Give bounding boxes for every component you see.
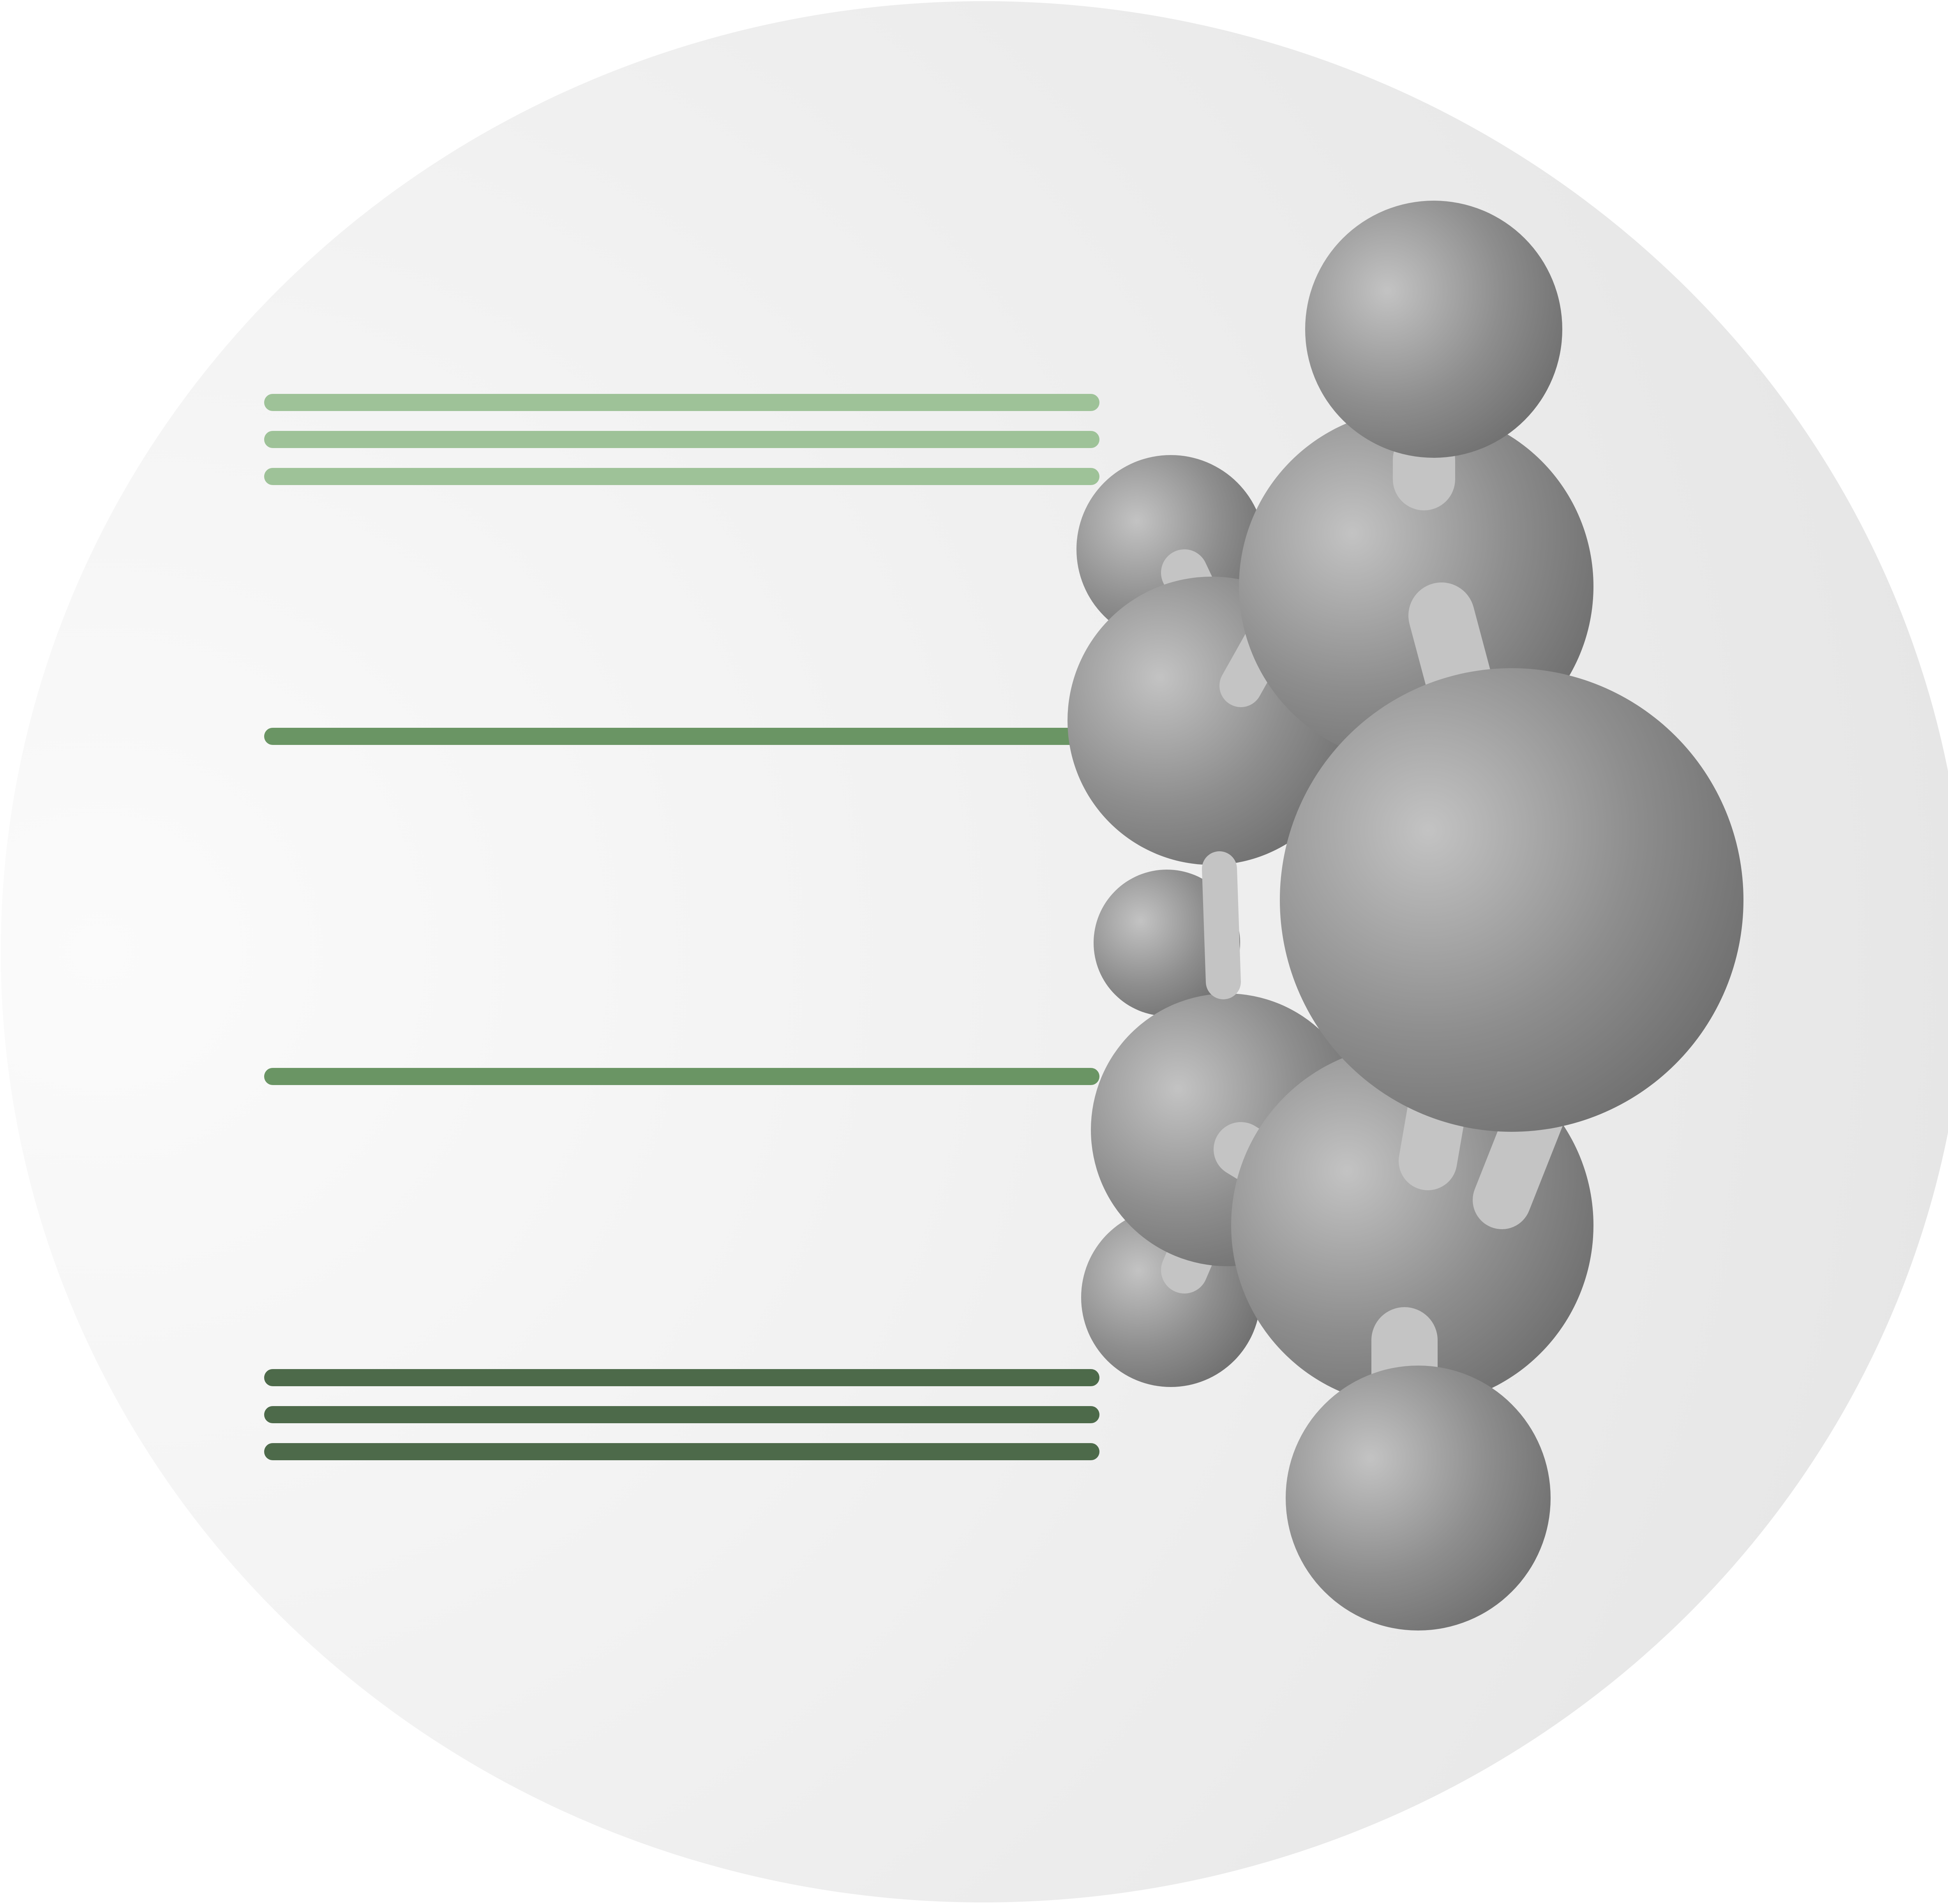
atom-bottom xyxy=(1286,1366,1551,1630)
energy-levels xyxy=(264,394,1099,1460)
bond xyxy=(1202,851,1241,999)
atom-center xyxy=(1280,668,1743,1132)
ball-and-stick-molecule-icon xyxy=(1068,201,1743,1630)
atom-top xyxy=(1305,201,1562,458)
